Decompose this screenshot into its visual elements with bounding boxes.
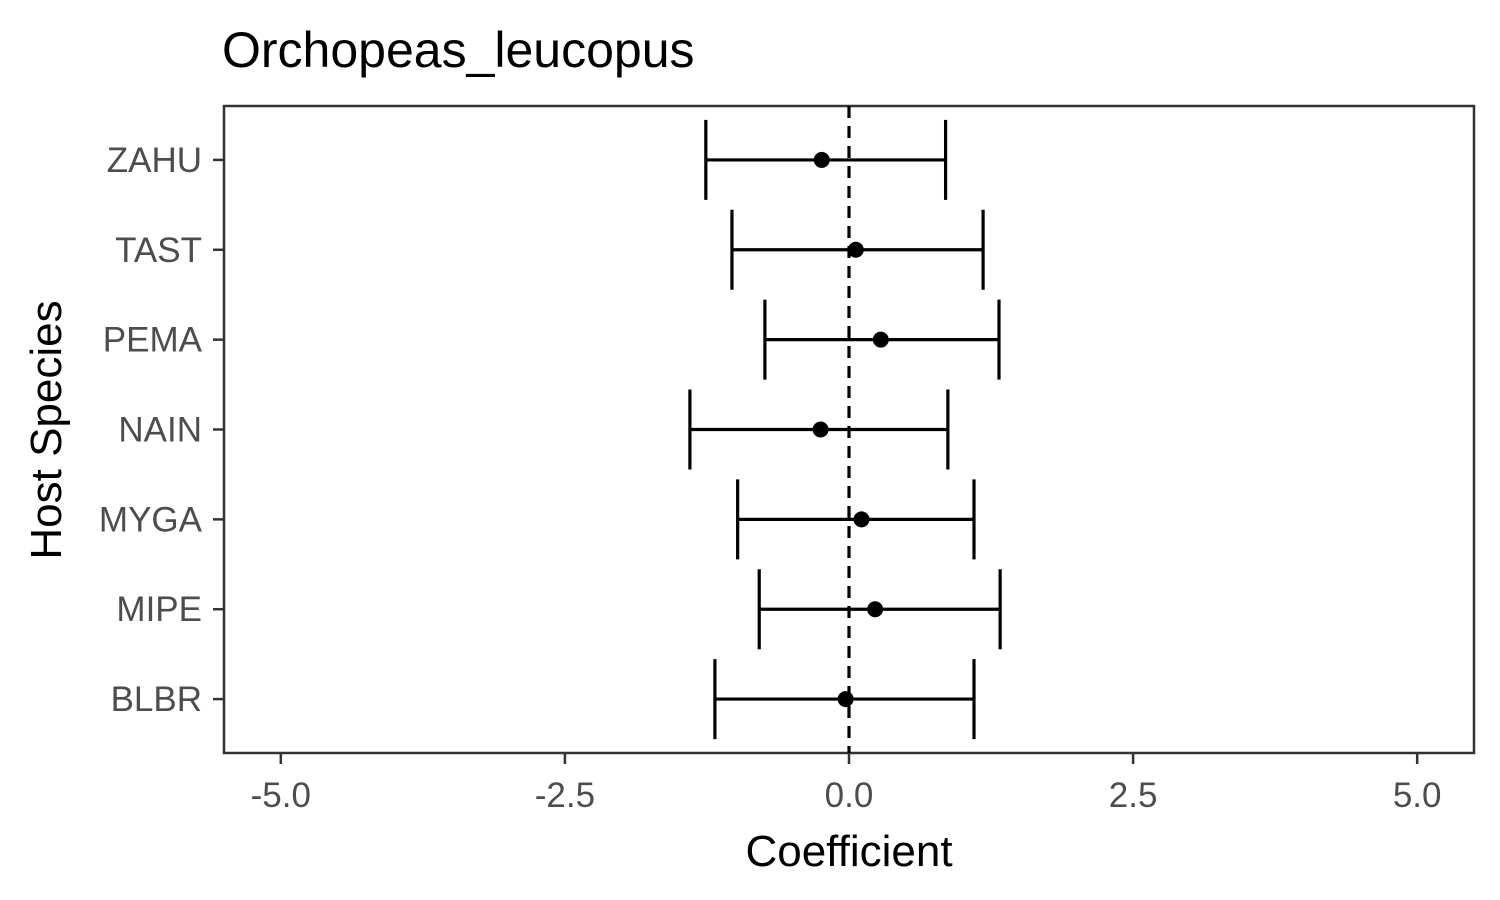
error-bar-myga <box>736 479 976 560</box>
error-bar-mipe <box>757 569 1002 650</box>
error-bars <box>688 119 1002 740</box>
x-axis-title: Coefficient <box>745 827 952 876</box>
x-tick-label: -2.5 <box>535 776 595 815</box>
estimate-point <box>837 691 854 708</box>
x-tick-label: 0.0 <box>825 776 874 815</box>
y-tick-label: PEMA <box>103 321 203 360</box>
error-bar-tast <box>730 209 985 290</box>
estimate-point <box>813 151 830 168</box>
estimate-point <box>812 421 829 438</box>
chart-title: Orchopeas_leucopus <box>222 22 695 78</box>
y-tick-label: NAIN <box>118 411 202 450</box>
estimate-point <box>867 601 884 618</box>
y-tick-label: MIPE <box>116 590 202 629</box>
estimate-point <box>847 241 864 258</box>
y-tick-label: TAST <box>115 231 202 270</box>
error-bar-blbr <box>713 659 976 740</box>
y-tick-label: BLBR <box>111 680 202 719</box>
y-axis: ZAHU TAST PEMA NAIN MYGA MIPE BLBR <box>99 141 224 719</box>
error-bar-nain <box>688 389 950 470</box>
y-axis-title: Host Species <box>22 300 71 559</box>
x-tick-label: 2.5 <box>1109 776 1158 815</box>
error-bar-pema <box>763 299 1001 380</box>
estimate-point <box>853 511 870 528</box>
y-tick-label: ZAHU <box>107 141 202 180</box>
estimate-point <box>872 331 889 348</box>
x-tick-label: -5.0 <box>251 776 311 815</box>
y-tick-label: MYGA <box>99 500 203 539</box>
error-bar-zahu <box>704 119 948 200</box>
x-axis: -5.0 -2.5 0.0 2.5 5.0 <box>251 753 1442 815</box>
x-tick-label: 5.0 <box>1393 776 1442 815</box>
